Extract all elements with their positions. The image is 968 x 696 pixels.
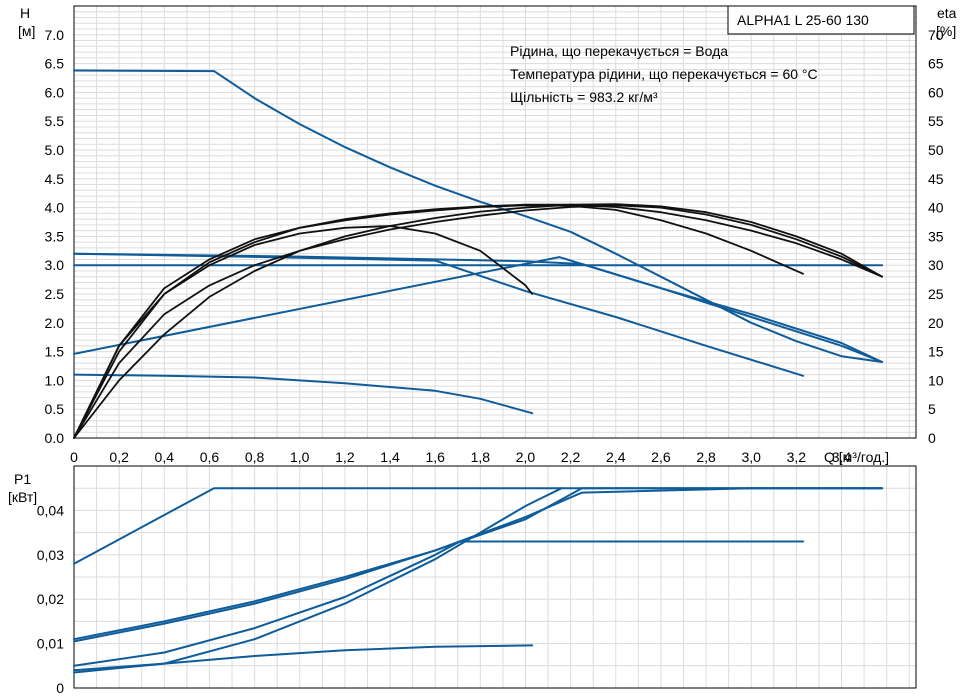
left-tick-label: 1.5 — [45, 344, 65, 360]
annotation-density: Щільність = 983.2 кг/м³ — [510, 89, 658, 105]
power-axis-unit: [кВт] — [8, 489, 37, 505]
left-tick-label: 0.0 — [45, 430, 65, 446]
x-tick-label: 3,4 — [832, 449, 852, 465]
x-tick-label: 1,8 — [471, 449, 491, 465]
x-tick-label: 0,6 — [200, 449, 220, 465]
upper-left-tick-labels: 0.0 0.5 1.0 1.5 2.0 2.5 3.0 3.5 4.0 4.5 5.0 5.5 6.0 6… — [45, 27, 65, 446]
power-axis-label: P1 — [14, 471, 31, 487]
left-tick-label: 2.5 — [45, 286, 65, 302]
right-axis-label: eta — [937, 5, 957, 21]
upper-plot-frame — [73, 5, 917, 439]
right-tick-label: 55 — [928, 113, 944, 129]
left-axis-unit: [м] — [18, 23, 35, 39]
right-tick-label: 0 — [928, 430, 936, 446]
x-axis-label: Q [м³/год.] — [824, 449, 889, 465]
model-label-frame — [727, 5, 915, 35]
x-tick-label: 1,4 — [380, 449, 400, 465]
x-tick-label: 0,8 — [245, 449, 265, 465]
right-tick-label: 35 — [928, 228, 944, 244]
left-tick-label: 7.0 — [45, 27, 65, 43]
right-axis-unit: [%] — [936, 23, 956, 39]
x-tick-label: 3,0 — [741, 449, 761, 465]
x-tick-label: 2,0 — [516, 449, 536, 465]
left-tick-label: 0.5 — [45, 401, 65, 417]
head-curve-4 — [73, 256, 884, 363]
right-tick-label: 25 — [928, 286, 944, 302]
lower-tick-labels: 0 0,01 0,02 0,03 0,04 — [37, 502, 64, 696]
right-tick-label: 65 — [928, 56, 944, 72]
left-tick-label: 2.0 — [45, 315, 65, 331]
x-tick-label: 0,4 — [155, 449, 175, 465]
efficiency-curve-9 — [73, 203, 883, 439]
x-tick-labels: 0 0,2 0,4 0,6 0,8 1,0 1,2 1,4 1,6 1,8 2,0 2,2 2,4 2,6… — [70, 449, 851, 465]
head-curve-1 — [73, 69, 884, 363]
power-tick-label: 0,03 — [37, 547, 64, 563]
left-tick-label: 5.5 — [45, 113, 65, 129]
left-tick-label: 4.5 — [45, 171, 65, 187]
lower-plot: 0 0,01 0,02 0,03 0,04 P1 [кВт] — [8, 465, 917, 696]
left-tick-label: 3.5 — [45, 228, 65, 244]
power-curve-4 — [73, 540, 805, 667]
power-tick-label: 0,02 — [37, 591, 64, 607]
x-tick-label: 0,2 — [109, 449, 129, 465]
left-tick-label: 6.5 — [45, 56, 65, 72]
right-tick-label: 10 — [928, 372, 944, 388]
right-tick-label: 40 — [928, 200, 944, 216]
right-tick-label: 50 — [928, 142, 944, 158]
x-tick-label: 2,4 — [606, 449, 626, 465]
left-axis-label: H — [20, 5, 30, 21]
left-tick-label: 6.0 — [45, 84, 65, 100]
annotation-temperature: Температура рідини, що перекачується = 6… — [510, 66, 818, 82]
left-tick-label: 5.0 — [45, 142, 65, 158]
x-tick-label: 3,2 — [787, 449, 807, 465]
efficiency-curve-10 — [73, 204, 883, 439]
power-tick-label: 0 — [56, 680, 64, 696]
right-tick-label: 45 — [928, 171, 944, 187]
x-tick-label: 2,6 — [651, 449, 671, 465]
x-tick-label: 2,2 — [561, 449, 581, 465]
right-tick-label: 15 — [928, 344, 944, 360]
x-tick-label: 1,2 — [335, 449, 355, 465]
model-label-box: ALPHA1 L 25-60 130 — [727, 5, 915, 35]
x-tick-label: 0 — [70, 449, 78, 465]
model-label: ALPHA1 L 25-60 130 — [737, 12, 869, 28]
right-tick-label: 60 — [928, 84, 944, 100]
efficiency-curve-8 — [73, 204, 804, 439]
lower-plot-frame — [73, 465, 917, 689]
x-tick-label: 1,0 — [290, 449, 310, 465]
x-tick-label: 1,6 — [425, 449, 445, 465]
right-tick-label: 30 — [928, 257, 944, 273]
right-tick-label: 20 — [928, 315, 944, 331]
right-tick-label: 5 — [928, 401, 936, 417]
head-curve-6 — [73, 373, 534, 415]
upper-plot: 0.0 0.5 1.0 1.5 2.0 2.5 3.0 3.5 4.0 4.5 5.0 5.5 6.0 6… — [18, 5, 957, 465]
annotation-block: Рідина, що перекачується = Вода Температ… — [510, 43, 818, 105]
upper-right-tick-labels: 0 5 10 15 20 25 30 35 40 45 50 55 60 65 70 — [928, 27, 944, 446]
efficiency-curve-11 — [73, 203, 883, 439]
left-tick-label: 1.0 — [45, 372, 65, 388]
power-tick-label: 0,04 — [37, 502, 64, 518]
upper-series-group — [73, 69, 884, 439]
left-tick-label: 4.0 — [45, 200, 65, 216]
annotation-fluid: Рідина, що перекачується = Вода — [510, 43, 728, 59]
power-curve-3 — [73, 487, 884, 643]
lower-series-group — [73, 487, 884, 674]
left-tick-label: 3.0 — [45, 257, 65, 273]
power-curve-6 — [73, 644, 534, 672]
right-tick-label: 70 — [928, 27, 944, 43]
power-tick-label: 0,01 — [37, 636, 64, 652]
head-curve-5 — [73, 252, 805, 377]
x-tick-label: 2,8 — [696, 449, 716, 465]
